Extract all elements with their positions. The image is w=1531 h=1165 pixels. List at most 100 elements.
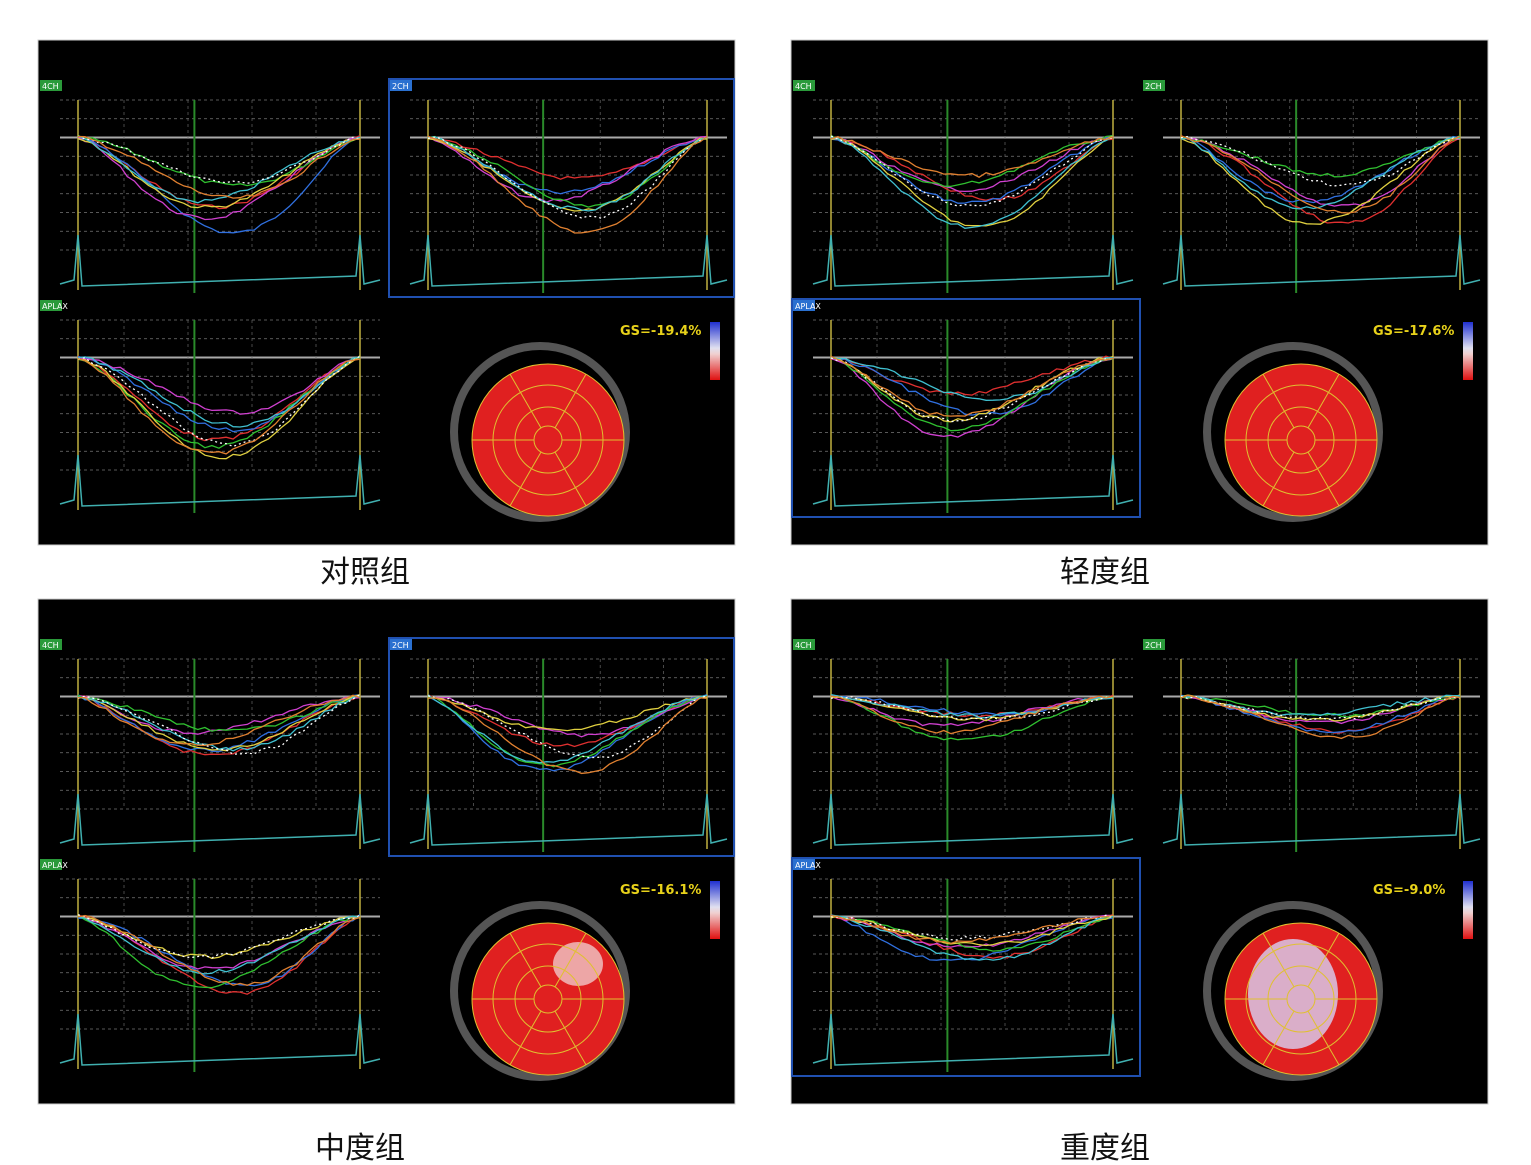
gs-value: GS=-17.6%	[1373, 324, 1454, 339]
strain-view: 4CH	[40, 80, 381, 293]
bullseye-spoke	[1307, 373, 1340, 429]
panel: 4CH 2CH APLAX GS=-9.0%	[790, 598, 1489, 1105]
strain-view: 4CH	[793, 639, 1134, 852]
strain-curve	[427, 697, 708, 775]
strain-curve	[830, 695, 1114, 722]
strain-curve	[1180, 694, 1461, 740]
view-label: 2CH	[1145, 641, 1162, 650]
view-label-bg	[793, 639, 815, 650]
bullseye	[472, 364, 624, 516]
strain-curve	[77, 915, 361, 975]
bullseye-ring	[450, 901, 630, 1081]
strain-curve	[427, 135, 708, 234]
gs-value: GS=-19.4%	[620, 324, 701, 339]
ecg-trace	[1162, 234, 1481, 287]
strain-curve	[77, 914, 361, 987]
strain-curve	[1180, 694, 1461, 734]
bullseye-spoke	[1262, 373, 1295, 429]
bullseye-spoke	[554, 1010, 587, 1066]
strain-curve	[1180, 137, 1461, 225]
strain-curve	[427, 135, 708, 203]
strain-view: APLAX	[791, 298, 1141, 518]
strain-curve	[77, 694, 361, 753]
view-label: 4CH	[42, 82, 59, 91]
view-label-bg	[40, 300, 62, 311]
bullseye-low-region	[553, 942, 603, 986]
strain-curve	[1180, 136, 1461, 207]
strain-view: 2CH	[1143, 80, 1481, 293]
gs-value: GS=-16.1%	[620, 883, 701, 898]
bullseye-spoke	[1307, 932, 1340, 988]
strain-view: 4CH	[793, 80, 1134, 293]
bullseye-low-region	[1248, 939, 1338, 1049]
strain-curve	[77, 136, 361, 234]
view-label: APLAX	[795, 302, 821, 311]
view-label-bg	[390, 639, 412, 650]
view-label-bg	[793, 859, 815, 870]
bullseye	[1225, 364, 1377, 516]
bullseye-ring	[1203, 342, 1383, 522]
bullseye-spoke	[1307, 1010, 1340, 1066]
strain-curve	[1180, 694, 1461, 734]
strain-curve	[77, 694, 361, 732]
view-label-bg	[1143, 639, 1165, 650]
strain-curve	[77, 356, 361, 415]
ecg-trace	[812, 454, 1134, 507]
strain-curve	[830, 355, 1114, 417]
strain-view: 4CH	[40, 639, 381, 852]
ecg-trace	[1162, 793, 1481, 846]
strain-curve	[77, 915, 361, 960]
view-label: APLAX	[42, 861, 68, 870]
panel-bg	[37, 39, 736, 546]
strain-curve	[1180, 695, 1461, 721]
selected-border	[791, 857, 1141, 1077]
strain-curve	[427, 694, 708, 738]
strain-curve	[830, 914, 1114, 945]
bullseye-ring	[1203, 901, 1383, 1081]
strain-view: 2CH	[1143, 639, 1481, 852]
strain-curve	[427, 136, 708, 220]
caption: 重度组	[1060, 1131, 1150, 1165]
selected-border	[388, 78, 735, 298]
view-label: 4CH	[795, 641, 812, 650]
strain-curve	[77, 135, 361, 184]
view-label-bg	[40, 859, 62, 870]
strain-curve	[1180, 135, 1461, 187]
strain-curve	[77, 357, 361, 455]
gs-value: GS=-9.0%	[1373, 883, 1445, 898]
strain-curve	[1180, 135, 1461, 204]
view-label: 2CH	[392, 82, 409, 91]
strain-curve	[427, 694, 708, 764]
bullseye-spoke	[554, 932, 587, 988]
strain-view: 2CH	[388, 637, 735, 857]
strain-curve	[830, 134, 1114, 188]
strain-curve	[427, 136, 708, 212]
bullseye-spoke	[554, 451, 587, 507]
bullseye-spoke	[509, 932, 542, 988]
panel-bg	[37, 598, 736, 1105]
strain-curve	[830, 357, 1114, 438]
strain-view: APLAX	[40, 300, 381, 513]
bullseye-spoke	[1262, 1010, 1295, 1066]
strain-curve	[830, 136, 1114, 229]
strain-curve	[830, 135, 1114, 178]
view-label: 2CH	[392, 641, 409, 650]
strain-curve	[427, 695, 708, 732]
strain-curve	[830, 135, 1114, 227]
strain-curve	[830, 355, 1114, 423]
strain-curve	[830, 356, 1114, 401]
view-label: 2CH	[1145, 82, 1162, 91]
strain-curve	[1180, 135, 1461, 224]
view-label-bg	[40, 80, 62, 91]
caption: 轻度组	[1060, 555, 1150, 590]
bullseye-spoke	[1262, 932, 1295, 988]
panel: 4CH 2CH APLAX GS=-17.6%	[790, 39, 1489, 546]
strain-view: 2CH	[388, 78, 735, 298]
ecg-trace	[59, 234, 381, 287]
ecg-trace	[812, 1013, 1134, 1066]
strain-curve	[77, 356, 361, 428]
bullseye-spoke	[554, 373, 587, 429]
view-label-bg	[390, 80, 412, 91]
colorbar	[710, 881, 720, 939]
